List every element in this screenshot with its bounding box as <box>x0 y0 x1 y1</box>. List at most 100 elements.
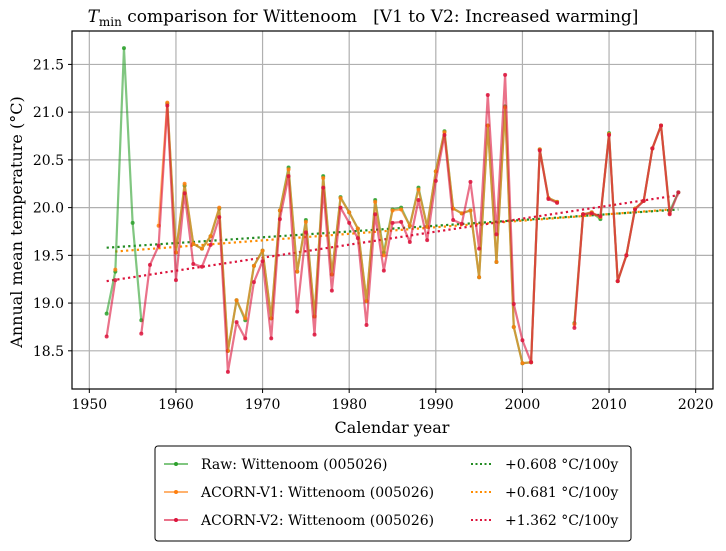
title-rest: comparison for Wittenoom [V1 to V2: Incr… <box>122 7 639 27</box>
y-tick-label: 20.5 <box>33 153 64 169</box>
data-point-v1 <box>199 246 204 251</box>
data-point-v1 <box>208 234 213 239</box>
data-point-raw <box>130 220 135 225</box>
y-tick-label: 21.0 <box>33 105 64 121</box>
data-point-v1 <box>243 316 248 321</box>
legend-label-trend-v2: +1.362 °C/100y <box>505 513 618 529</box>
data-point-v2 <box>191 261 196 266</box>
legend-entry-raw: Raw: Wittenoom (005026) <box>164 457 387 473</box>
series-lines <box>104 46 681 374</box>
legend-marker-v2 <box>174 518 178 522</box>
series-v2 <box>104 72 681 374</box>
trend-line-2 <box>106 194 679 283</box>
data-point-v1 <box>416 187 421 192</box>
data-point-v2 <box>364 323 369 328</box>
data-point-v2 <box>321 185 326 190</box>
data-point-v2 <box>529 360 534 365</box>
data-point-v1 <box>182 181 187 186</box>
data-point-v1 <box>355 226 360 231</box>
data-point-v2 <box>277 217 282 222</box>
y-axis-ticks: 18.5 19.0 19.5 20.0 20.5 21.0 21.5 <box>33 57 72 360</box>
data-point-v1 <box>511 324 516 329</box>
data-point-v2 <box>520 338 525 343</box>
x-tick-label: 1980 <box>331 397 367 413</box>
x-tick-label: 1990 <box>418 397 454 413</box>
data-point-v2 <box>399 219 404 224</box>
data-point-v2 <box>416 197 421 202</box>
data-point-v1 <box>338 196 343 201</box>
legend-label-raw: Raw: Wittenoom (005026) <box>201 457 387 473</box>
data-point-v2 <box>303 230 308 235</box>
data-point-v2 <box>104 334 109 339</box>
series-line-v2 <box>105 280 117 337</box>
data-point-v1 <box>399 207 404 212</box>
data-point-v2 <box>286 174 291 179</box>
data-point-v2 <box>373 212 378 217</box>
data-point-v1 <box>165 100 170 105</box>
data-point-v1 <box>113 267 118 272</box>
data-point-v1 <box>234 298 239 303</box>
data-point-v2 <box>347 220 352 225</box>
data-point-v1 <box>407 223 412 228</box>
y-tick-label: 19.0 <box>33 296 64 312</box>
data-point-v2 <box>113 278 118 283</box>
legend: Raw: Wittenoom (005026) ACORN-V1: Witten… <box>154 445 632 542</box>
data-point-v2 <box>607 133 612 138</box>
legend-entry-trend-v1: +0.681 °C/100y <box>471 485 618 501</box>
data-point-v2 <box>442 133 447 138</box>
data-point-v2 <box>260 259 265 264</box>
legend-entry-trend-v2: +1.362 °C/100y <box>471 513 618 529</box>
data-point-v1 <box>347 210 352 215</box>
data-point-v2 <box>295 309 300 314</box>
data-point-v1 <box>321 176 326 181</box>
data-point-v2 <box>381 268 386 273</box>
x-axis-ticks: 1950 1960 1970 1980 1990 2000 2010 2020 <box>72 389 714 413</box>
data-point-raw <box>121 46 126 51</box>
data-point-v1 <box>217 205 222 210</box>
y-tick-label: 21.5 <box>33 57 64 73</box>
data-point-v2 <box>485 92 490 97</box>
series-line-v2 <box>573 124 680 328</box>
data-point-v1 <box>477 275 482 280</box>
x-tick-label: 1970 <box>245 397 281 413</box>
data-point-v2 <box>633 207 638 212</box>
series-v1 <box>113 100 672 366</box>
x-axis-label: Calendar year <box>335 418 450 437</box>
data-point-v2 <box>503 72 508 77</box>
data-point-v2 <box>225 369 230 374</box>
data-point-v2 <box>312 332 317 337</box>
x-tick-label: 2000 <box>505 397 541 413</box>
data-point-v2 <box>390 220 395 225</box>
data-point-v2 <box>269 336 274 341</box>
data-point-v1 <box>286 167 291 172</box>
data-point-v2 <box>251 280 256 285</box>
grid <box>72 31 713 389</box>
chart-title: Tmin comparison for Wittenoom [V1 to V2:… <box>88 7 639 29</box>
x-tick-label: 2020 <box>678 397 714 413</box>
data-point-v1 <box>260 248 265 253</box>
data-point-v2 <box>182 191 187 196</box>
data-point-v2 <box>338 205 343 210</box>
data-point-v2 <box>494 232 499 237</box>
data-point-v2 <box>199 264 204 269</box>
x-tick-label: 1960 <box>158 397 194 413</box>
trend-line-1 <box>115 208 670 253</box>
data-point-v2 <box>355 236 360 241</box>
y-tick-label: 19.5 <box>33 248 64 264</box>
data-point-v2 <box>572 325 577 330</box>
data-point-v2 <box>208 242 213 247</box>
data-point-v2 <box>451 218 456 223</box>
legend-label-trend-v1: +0.681 °C/100y <box>505 485 618 501</box>
series-line-raw <box>573 124 680 324</box>
data-point-v2 <box>329 288 334 293</box>
data-point-v1 <box>468 208 473 213</box>
legend-label-v2: ACORN-V2: Wittenoom (005026) <box>200 513 434 529</box>
legend-marker-raw <box>174 462 178 466</box>
legend-label-trend-raw: +0.608 °C/100y <box>505 457 618 473</box>
data-point-v2 <box>589 211 594 216</box>
data-point-v2 <box>555 200 560 205</box>
legend-entry-v2: ACORN-V2: Wittenoom (005026) <box>164 513 434 529</box>
data-point-v2 <box>581 212 586 217</box>
data-point-v2 <box>165 103 170 108</box>
